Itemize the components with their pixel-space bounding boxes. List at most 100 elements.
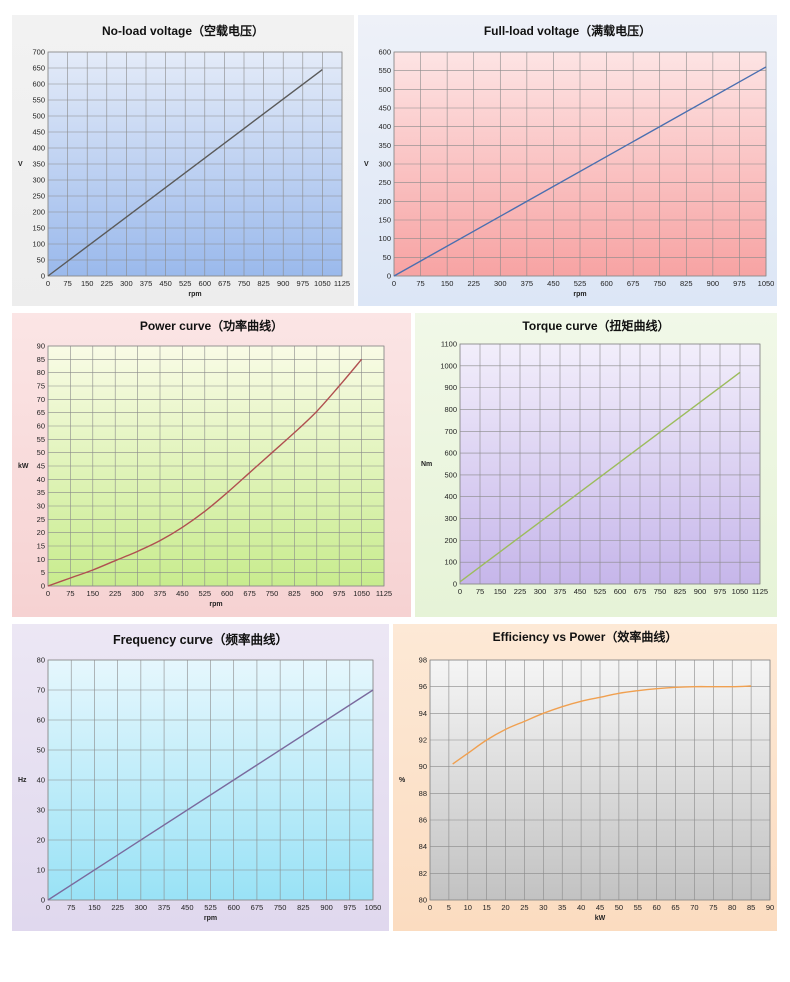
x-tick-label: 900 xyxy=(707,279,720,288)
x-tick-label: 80 xyxy=(728,903,736,912)
y-tick-label: 60 xyxy=(37,422,45,431)
x-tick-label: 750 xyxy=(238,279,251,288)
y-tick-label: 90 xyxy=(419,762,427,771)
y-tick-label: 84 xyxy=(419,842,427,851)
x-tick-label: 975 xyxy=(297,279,310,288)
y-tick-label: 20 xyxy=(37,836,45,845)
y-axis-label: Nm xyxy=(421,461,432,468)
x-tick-label: 225 xyxy=(111,903,124,912)
y-tick-label: 70 xyxy=(37,686,45,695)
y-tick-label: 94 xyxy=(419,709,427,718)
x-tick-label: 900 xyxy=(320,903,333,912)
frequency-curve-chart: Frequency curve（频率曲线） 0 75 150 225 300 375 450 5… xyxy=(12,624,389,931)
y-tick-label: 30 xyxy=(37,502,45,511)
x-tick-label: 825 xyxy=(257,279,270,288)
x-tick-label: 975 xyxy=(714,587,727,596)
y-tick-label: 0 xyxy=(41,896,45,905)
y-tick-label: 65 xyxy=(37,408,45,417)
x-tick-label: 600 xyxy=(600,279,613,288)
y-tick-label: 60 xyxy=(37,716,45,725)
chart-svg: Power curve（功率曲线）0 75 150 225 300 375 450 525 60… xyxy=(18,318,392,608)
chart-svg: No-load voltage（空载电压） 0 75 150 225 300 375 450 5… xyxy=(18,23,350,298)
y-tick-label: 80 xyxy=(419,896,427,905)
y-tick-label: 98 xyxy=(419,656,427,665)
x-tick-label: 75 xyxy=(709,903,717,912)
x-tick-label: 0 xyxy=(46,279,50,288)
x-tick-label: 525 xyxy=(574,279,587,288)
y-tick-label: 88 xyxy=(419,789,427,798)
y-axis-label: Hz xyxy=(18,777,27,784)
x-axis-label: rpm xyxy=(573,291,586,298)
y-tick-label: 350 xyxy=(32,160,45,169)
y-tick-label: 500 xyxy=(378,85,391,94)
x-tick-label: 1125 xyxy=(376,589,392,598)
x-tick-label: 300 xyxy=(135,903,148,912)
x-tick-label: 825 xyxy=(288,589,301,598)
y-tick-label: 0 xyxy=(453,580,457,589)
y-tick-label: 400 xyxy=(32,144,45,153)
x-tick-label: 35 xyxy=(558,903,566,912)
y-tick-label: 400 xyxy=(378,122,391,131)
x-tick-label: 65 xyxy=(671,903,679,912)
x-tick-label: 150 xyxy=(87,589,100,598)
y-tick-label: 700 xyxy=(444,427,457,436)
y-tick-label: 300 xyxy=(444,514,457,523)
chart-title: Power curve（功率曲线） xyxy=(140,318,283,333)
x-tick-label: 600 xyxy=(199,279,212,288)
x-tick-label: 45 xyxy=(596,903,604,912)
y-tick-label: 800 xyxy=(444,405,457,414)
plot-frame xyxy=(47,51,343,277)
x-tick-label: 25 xyxy=(520,903,528,912)
x-tick-label: 525 xyxy=(204,903,217,912)
x-tick-label: 750 xyxy=(274,903,287,912)
x-tick-label: 300 xyxy=(494,279,507,288)
y-tick-label: 700 xyxy=(32,48,45,57)
x-axis-label: kW xyxy=(595,915,606,922)
plot-frame xyxy=(47,345,385,587)
chart-title: Frequency curve（频率曲线） xyxy=(113,632,288,647)
x-tick-label: 975 xyxy=(344,903,357,912)
x-tick-label: 1125 xyxy=(334,279,350,288)
torque-curve-chart: Torque curve（扭矩曲线） 0 75 150 225 300 375 450 525 6… xyxy=(415,313,777,617)
x-tick-label: 55 xyxy=(634,903,642,912)
x-tick-label: 75 xyxy=(66,589,74,598)
x-tick-label: 600 xyxy=(221,589,234,598)
y-tick-label: 75 xyxy=(37,382,45,391)
y-tick-label: 250 xyxy=(32,192,45,201)
x-tick-label: 900 xyxy=(311,589,324,598)
chart-title: No-load voltage（空载电压） xyxy=(102,23,264,38)
y-tick-label: 86 xyxy=(419,816,427,825)
x-tick-label: 0 xyxy=(458,587,462,596)
x-tick-label: 450 xyxy=(176,589,189,598)
x-tick-label: 975 xyxy=(733,279,746,288)
y-tick-label: 450 xyxy=(32,128,45,137)
chart-svg: Full-load voltage（满载电压） 0 75 150 225 300 375 45… xyxy=(364,23,774,298)
x-tick-label: 525 xyxy=(179,279,192,288)
y-tick-label: 600 xyxy=(32,80,45,89)
x-tick-label: 375 xyxy=(154,589,167,598)
y-tick-label: 45 xyxy=(37,462,45,471)
y-tick-label: 70 xyxy=(37,395,45,404)
x-tick-label: 75 xyxy=(476,587,484,596)
y-tick-label: 10 xyxy=(37,555,45,564)
x-tick-label: 1050 xyxy=(365,903,382,912)
x-tick-label: 900 xyxy=(694,587,707,596)
power-curve-chart: Power curve（功率曲线） 0 75 150 225 300 375 450 525 60… xyxy=(12,313,411,617)
y-tick-label: 55 xyxy=(37,435,45,444)
series-line xyxy=(47,358,363,587)
x-tick-label: 150 xyxy=(494,587,507,596)
y-tick-label: 25 xyxy=(37,515,45,524)
y-tick-label: 92 xyxy=(419,736,427,745)
x-tick-label: 675 xyxy=(243,589,256,598)
y-tick-label: 40 xyxy=(37,776,45,785)
x-tick-label: 1050 xyxy=(314,279,331,288)
y-axis-label: % xyxy=(399,777,406,784)
series-line xyxy=(47,69,323,277)
y-tick-label: 250 xyxy=(378,178,391,187)
x-tick-label: 300 xyxy=(120,279,133,288)
chart-svg: Frequency curve（频率曲线）0 75 150 225 300 375 450 5… xyxy=(18,632,382,922)
plot-frame xyxy=(47,659,374,901)
x-tick-label: 15 xyxy=(482,903,490,912)
y-tick-label: 15 xyxy=(37,542,45,551)
y-tick-label: 82 xyxy=(419,869,427,878)
